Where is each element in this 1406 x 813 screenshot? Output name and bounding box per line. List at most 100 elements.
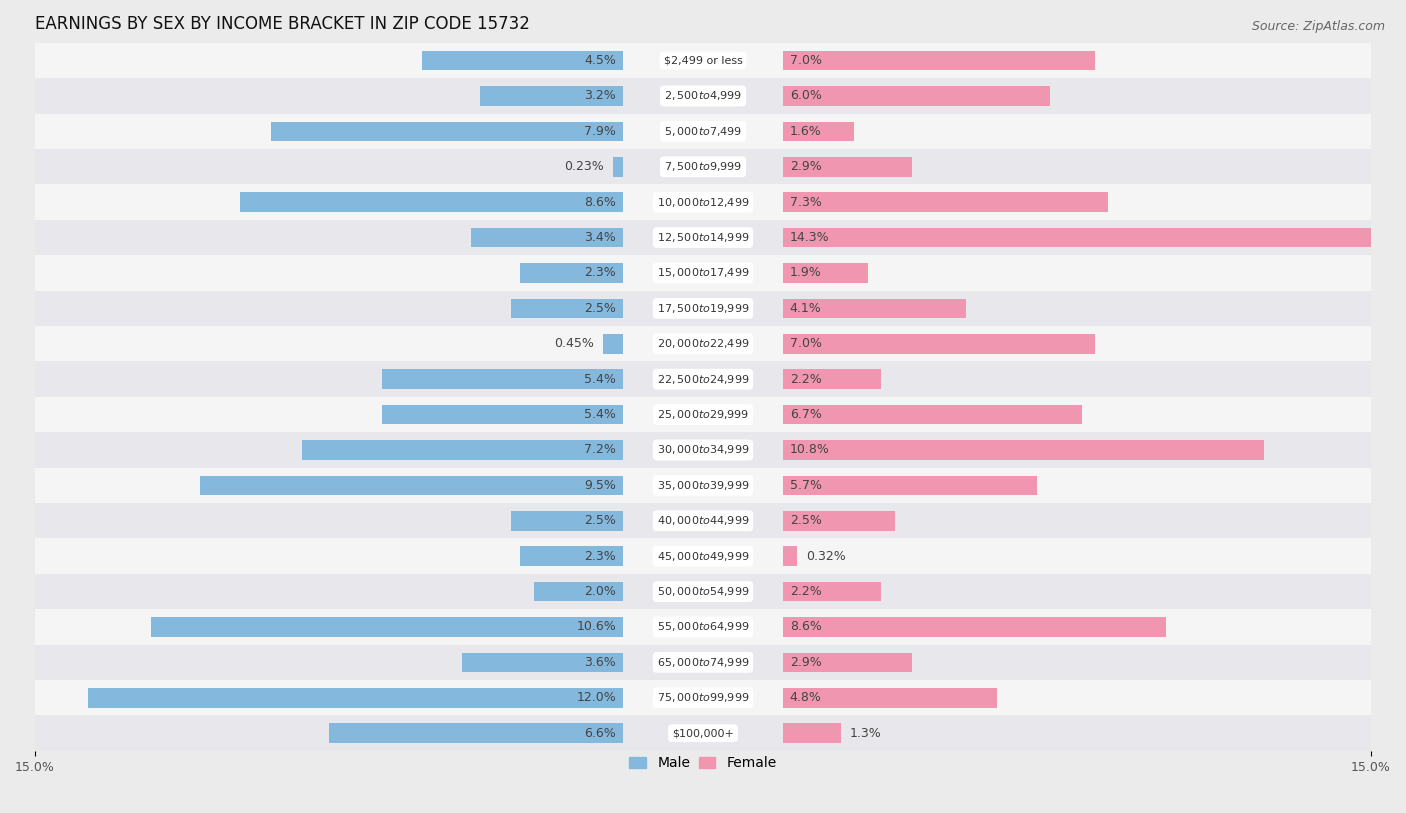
Bar — [512, 511, 623, 531]
Text: 0.32%: 0.32% — [806, 550, 846, 563]
Text: $12,500 to $14,999: $12,500 to $14,999 — [657, 231, 749, 244]
Legend: Male, Female: Male, Female — [624, 750, 782, 776]
Bar — [35, 503, 1371, 538]
Bar — [783, 51, 1095, 70]
Bar — [520, 546, 623, 566]
Bar — [382, 369, 623, 389]
Text: 7.9%: 7.9% — [585, 125, 616, 138]
Text: $45,000 to $49,999: $45,000 to $49,999 — [657, 550, 749, 563]
Text: $100,000+: $100,000+ — [672, 728, 734, 738]
Text: $2,500 to $4,999: $2,500 to $4,999 — [664, 89, 742, 102]
Bar — [783, 617, 1166, 637]
Bar — [422, 51, 623, 70]
Text: 2.2%: 2.2% — [790, 372, 821, 385]
Text: $75,000 to $99,999: $75,000 to $99,999 — [657, 691, 749, 704]
Text: 2.3%: 2.3% — [585, 550, 616, 563]
Text: $35,000 to $39,999: $35,000 to $39,999 — [657, 479, 749, 492]
Text: 7.2%: 7.2% — [585, 443, 616, 456]
Bar — [35, 220, 1371, 255]
Bar — [534, 582, 623, 602]
Bar — [35, 185, 1371, 220]
Bar — [35, 715, 1371, 751]
Bar — [35, 78, 1371, 114]
Text: 2.2%: 2.2% — [790, 585, 821, 598]
Bar — [382, 405, 623, 424]
Text: $50,000 to $54,999: $50,000 to $54,999 — [657, 585, 749, 598]
Text: $22,500 to $24,999: $22,500 to $24,999 — [657, 372, 749, 385]
Bar — [35, 291, 1371, 326]
Bar — [89, 688, 623, 707]
Text: $40,000 to $44,999: $40,000 to $44,999 — [657, 515, 749, 528]
Text: $15,000 to $17,499: $15,000 to $17,499 — [657, 267, 749, 280]
Bar — [35, 467, 1371, 503]
Text: $5,000 to $7,499: $5,000 to $7,499 — [664, 125, 742, 138]
Text: 4.1%: 4.1% — [790, 302, 821, 315]
Bar — [783, 724, 841, 743]
Bar — [783, 476, 1038, 495]
Text: 2.9%: 2.9% — [790, 160, 821, 173]
Bar — [35, 574, 1371, 609]
Bar — [302, 441, 623, 459]
Text: Source: ZipAtlas.com: Source: ZipAtlas.com — [1251, 20, 1385, 33]
Bar — [613, 157, 623, 176]
Text: 2.0%: 2.0% — [585, 585, 616, 598]
Bar — [35, 326, 1371, 362]
Text: $2,499 or less: $2,499 or less — [664, 55, 742, 66]
Text: 2.5%: 2.5% — [585, 302, 616, 315]
Bar — [783, 157, 912, 176]
Text: 0.23%: 0.23% — [564, 160, 603, 173]
Text: 2.3%: 2.3% — [585, 267, 616, 280]
Bar — [35, 680, 1371, 715]
Bar — [783, 546, 797, 566]
Bar — [35, 397, 1371, 433]
Text: 12.0%: 12.0% — [576, 691, 616, 704]
Text: 2.9%: 2.9% — [790, 656, 821, 669]
Bar — [603, 334, 623, 354]
Bar — [200, 476, 623, 495]
Text: 5.7%: 5.7% — [790, 479, 823, 492]
Text: 3.4%: 3.4% — [585, 231, 616, 244]
Bar — [783, 441, 1264, 459]
Bar — [35, 43, 1371, 78]
Text: 4.5%: 4.5% — [585, 54, 616, 67]
Bar — [783, 228, 1406, 247]
Text: 10.6%: 10.6% — [576, 620, 616, 633]
Bar — [783, 334, 1095, 354]
Text: 3.2%: 3.2% — [585, 89, 616, 102]
Text: 9.5%: 9.5% — [585, 479, 616, 492]
Text: 6.0%: 6.0% — [790, 89, 821, 102]
Text: $20,000 to $22,499: $20,000 to $22,499 — [657, 337, 749, 350]
Text: 5.4%: 5.4% — [585, 408, 616, 421]
Text: 7.0%: 7.0% — [790, 54, 823, 67]
Bar — [783, 193, 1108, 212]
Text: 5.4%: 5.4% — [585, 372, 616, 385]
Text: 1.6%: 1.6% — [790, 125, 821, 138]
Bar — [783, 263, 868, 283]
Bar — [35, 114, 1371, 149]
Bar — [35, 433, 1371, 467]
Bar — [35, 609, 1371, 645]
Bar — [329, 724, 623, 743]
Text: $10,000 to $12,499: $10,000 to $12,499 — [657, 196, 749, 209]
Text: 0.45%: 0.45% — [554, 337, 593, 350]
Text: $30,000 to $34,999: $30,000 to $34,999 — [657, 443, 749, 456]
Text: 10.8%: 10.8% — [790, 443, 830, 456]
Text: 4.8%: 4.8% — [790, 691, 821, 704]
Text: 2.5%: 2.5% — [585, 515, 616, 528]
Bar — [271, 122, 623, 141]
Text: 14.3%: 14.3% — [790, 231, 830, 244]
Bar — [783, 511, 894, 531]
Bar — [35, 149, 1371, 185]
Bar — [783, 582, 882, 602]
Bar — [240, 193, 623, 212]
Bar — [783, 688, 997, 707]
Text: 6.6%: 6.6% — [585, 727, 616, 740]
Text: 7.3%: 7.3% — [790, 196, 821, 209]
Text: 1.3%: 1.3% — [851, 727, 882, 740]
Bar — [471, 228, 623, 247]
Text: $17,500 to $19,999: $17,500 to $19,999 — [657, 302, 749, 315]
Text: 7.0%: 7.0% — [790, 337, 823, 350]
Text: $25,000 to $29,999: $25,000 to $29,999 — [657, 408, 749, 421]
Bar — [35, 362, 1371, 397]
Text: 6.7%: 6.7% — [790, 408, 821, 421]
